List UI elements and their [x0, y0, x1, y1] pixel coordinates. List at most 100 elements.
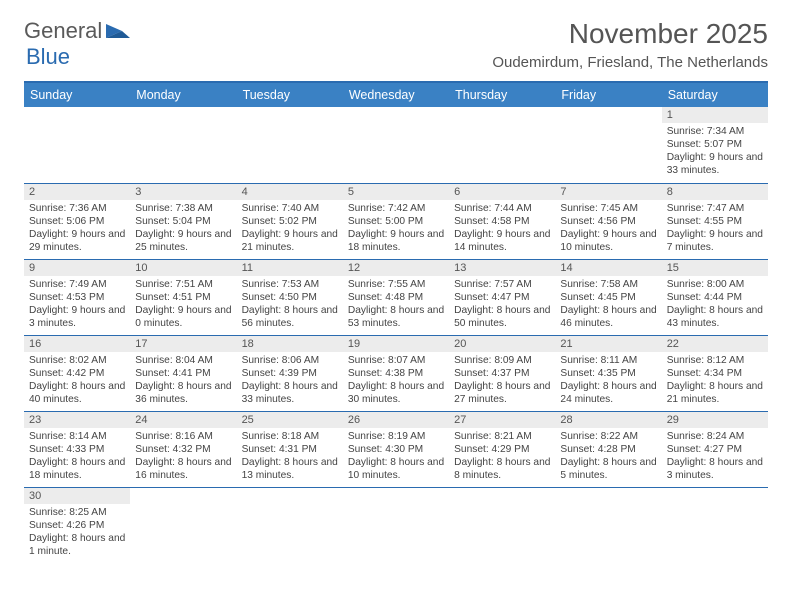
sunrise: Sunrise: 8:19 AM — [348, 430, 444, 443]
sunset: Sunset: 4:33 PM — [29, 443, 125, 456]
day-number: 21 — [555, 336, 661, 352]
day-cell: 1Sunrise: 7:34 AMSunset: 5:07 PMDaylight… — [662, 107, 768, 183]
week-row: 16Sunrise: 8:02 AMSunset: 4:42 PMDayligh… — [24, 335, 768, 411]
day-info: Sunrise: 8:09 AMSunset: 4:37 PMDaylight:… — [449, 352, 555, 409]
day-cell: 5Sunrise: 7:42 AMSunset: 5:00 PMDaylight… — [343, 183, 449, 259]
daylight: Daylight: 9 hours and 0 minutes. — [135, 304, 231, 330]
day-cell — [555, 487, 661, 563]
day-info: Sunrise: 8:24 AMSunset: 4:27 PMDaylight:… — [662, 428, 768, 485]
day-info: Sunrise: 8:07 AMSunset: 4:38 PMDaylight:… — [343, 352, 449, 409]
sunrise: Sunrise: 8:11 AM — [560, 354, 656, 367]
day-info: Sunrise: 7:47 AMSunset: 4:55 PMDaylight:… — [662, 200, 768, 257]
day-info: Sunrise: 7:45 AMSunset: 4:56 PMDaylight:… — [555, 200, 661, 257]
sunset: Sunset: 5:00 PM — [348, 215, 444, 228]
day-cell — [237, 107, 343, 183]
sunset: Sunset: 4:38 PM — [348, 367, 444, 380]
daylight: Daylight: 9 hours and 18 minutes. — [348, 228, 444, 254]
daylight: Daylight: 8 hours and 33 minutes. — [242, 380, 338, 406]
day-info: Sunrise: 7:57 AMSunset: 4:47 PMDaylight:… — [449, 276, 555, 333]
daylight: Daylight: 8 hours and 16 minutes. — [135, 456, 231, 482]
day-number: 7 — [555, 184, 661, 200]
day-info: Sunrise: 8:18 AMSunset: 4:31 PMDaylight:… — [237, 428, 343, 485]
day-info: Sunrise: 8:25 AMSunset: 4:26 PMDaylight:… — [24, 504, 130, 561]
sunset: Sunset: 4:37 PM — [454, 367, 550, 380]
day-cell: 11Sunrise: 7:53 AMSunset: 4:50 PMDayligh… — [237, 259, 343, 335]
header-row: Sunday Monday Tuesday Wednesday Thursday… — [24, 83, 768, 107]
flag-icon — [104, 22, 132, 40]
day-cell: 7Sunrise: 7:45 AMSunset: 4:56 PMDaylight… — [555, 183, 661, 259]
sunset: Sunset: 5:02 PM — [242, 215, 338, 228]
sunrise: Sunrise: 8:25 AM — [29, 506, 125, 519]
day-info: Sunrise: 8:11 AMSunset: 4:35 PMDaylight:… — [555, 352, 661, 409]
daylight: Daylight: 8 hours and 13 minutes. — [242, 456, 338, 482]
col-friday: Friday — [555, 83, 661, 107]
day-cell: 13Sunrise: 7:57 AMSunset: 4:47 PMDayligh… — [449, 259, 555, 335]
sunrise: Sunrise: 8:07 AM — [348, 354, 444, 367]
day-number: 2 — [24, 184, 130, 200]
day-cell: 10Sunrise: 7:51 AMSunset: 4:51 PMDayligh… — [130, 259, 236, 335]
day-info: Sunrise: 8:02 AMSunset: 4:42 PMDaylight:… — [24, 352, 130, 409]
day-cell: 26Sunrise: 8:19 AMSunset: 4:30 PMDayligh… — [343, 411, 449, 487]
day-number: 20 — [449, 336, 555, 352]
sunset: Sunset: 4:30 PM — [348, 443, 444, 456]
col-sunday: Sunday — [24, 83, 130, 107]
week-row: 1Sunrise: 7:34 AMSunset: 5:07 PMDaylight… — [24, 107, 768, 183]
daylight: Daylight: 8 hours and 18 minutes. — [29, 456, 125, 482]
day-cell — [130, 487, 236, 563]
sunrise: Sunrise: 8:04 AM — [135, 354, 231, 367]
day-cell — [24, 107, 130, 183]
day-info: Sunrise: 7:36 AMSunset: 5:06 PMDaylight:… — [24, 200, 130, 257]
sunset: Sunset: 4:32 PM — [135, 443, 231, 456]
day-cell: 18Sunrise: 8:06 AMSunset: 4:39 PMDayligh… — [237, 335, 343, 411]
day-number: 11 — [237, 260, 343, 276]
day-cell: 25Sunrise: 8:18 AMSunset: 4:31 PMDayligh… — [237, 411, 343, 487]
daylight: Daylight: 8 hours and 1 minute. — [29, 532, 125, 558]
daylight: Daylight: 8 hours and 43 minutes. — [667, 304, 763, 330]
week-row: 2Sunrise: 7:36 AMSunset: 5:06 PMDaylight… — [24, 183, 768, 259]
sunrise: Sunrise: 7:38 AM — [135, 202, 231, 215]
day-cell: 15Sunrise: 8:00 AMSunset: 4:44 PMDayligh… — [662, 259, 768, 335]
day-cell: 29Sunrise: 8:24 AMSunset: 4:27 PMDayligh… — [662, 411, 768, 487]
sunrise: Sunrise: 8:06 AM — [242, 354, 338, 367]
sunset: Sunset: 4:53 PM — [29, 291, 125, 304]
day-info: Sunrise: 8:22 AMSunset: 4:28 PMDaylight:… — [555, 428, 661, 485]
day-cell: 19Sunrise: 8:07 AMSunset: 4:38 PMDayligh… — [343, 335, 449, 411]
day-info: Sunrise: 7:53 AMSunset: 4:50 PMDaylight:… — [237, 276, 343, 333]
logo-text-1: General — [24, 18, 102, 44]
sunset: Sunset: 4:55 PM — [667, 215, 763, 228]
day-info: Sunrise: 7:42 AMSunset: 5:00 PMDaylight:… — [343, 200, 449, 257]
day-number: 4 — [237, 184, 343, 200]
day-number: 6 — [449, 184, 555, 200]
day-number: 25 — [237, 412, 343, 428]
day-number: 1 — [662, 107, 768, 123]
day-info: Sunrise: 7:44 AMSunset: 4:58 PMDaylight:… — [449, 200, 555, 257]
daylight: Daylight: 9 hours and 33 minutes. — [667, 151, 763, 177]
day-info: Sunrise: 7:40 AMSunset: 5:02 PMDaylight:… — [237, 200, 343, 257]
day-cell: 6Sunrise: 7:44 AMSunset: 4:58 PMDaylight… — [449, 183, 555, 259]
day-info: Sunrise: 8:12 AMSunset: 4:34 PMDaylight:… — [662, 352, 768, 409]
day-number: 3 — [130, 184, 236, 200]
daylight: Daylight: 9 hours and 10 minutes. — [560, 228, 656, 254]
day-info: Sunrise: 8:14 AMSunset: 4:33 PMDaylight:… — [24, 428, 130, 485]
day-cell: 30Sunrise: 8:25 AMSunset: 4:26 PMDayligh… — [24, 487, 130, 563]
sunset: Sunset: 4:45 PM — [560, 291, 656, 304]
sunset: Sunset: 4:27 PM — [667, 443, 763, 456]
daylight: Daylight: 8 hours and 40 minutes. — [29, 380, 125, 406]
sunset: Sunset: 4:42 PM — [29, 367, 125, 380]
sunrise: Sunrise: 8:14 AM — [29, 430, 125, 443]
sunset: Sunset: 4:28 PM — [560, 443, 656, 456]
col-thursday: Thursday — [449, 83, 555, 107]
col-wednesday: Wednesday — [343, 83, 449, 107]
week-row: 9Sunrise: 7:49 AMSunset: 4:53 PMDaylight… — [24, 259, 768, 335]
title-block: November 2025 Oudemirdum, Friesland, The… — [492, 18, 768, 71]
day-number: 27 — [449, 412, 555, 428]
day-number: 15 — [662, 260, 768, 276]
sunrise: Sunrise: 7:36 AM — [29, 202, 125, 215]
sunset: Sunset: 4:34 PM — [667, 367, 763, 380]
sunrise: Sunrise: 8:21 AM — [454, 430, 550, 443]
sunset: Sunset: 5:07 PM — [667, 138, 763, 151]
sunrise: Sunrise: 7:40 AM — [242, 202, 338, 215]
day-cell: 22Sunrise: 8:12 AMSunset: 4:34 PMDayligh… — [662, 335, 768, 411]
day-cell — [237, 487, 343, 563]
sunrise: Sunrise: 8:24 AM — [667, 430, 763, 443]
